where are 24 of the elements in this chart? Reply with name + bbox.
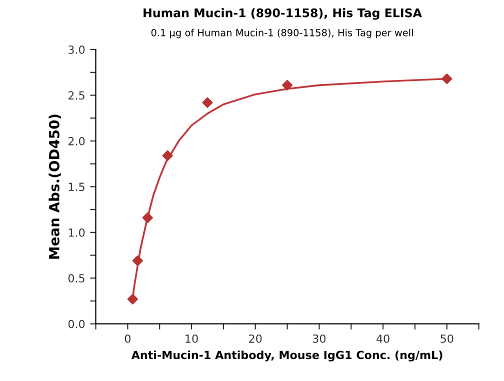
chart-subtitle: 0.1 µg of Human Mucin-1 (890-1158), His Tag per well xyxy=(151,28,413,38)
point xyxy=(127,294,138,304)
point xyxy=(162,150,173,161)
y-axis-title: Mean Abs.(OD450) xyxy=(48,114,62,259)
chart-title: Human Mucin-1 (890-1158), His Tag ELISA xyxy=(144,8,422,20)
point xyxy=(132,255,143,266)
x-axis-title: Anti-Mucin-1 Antibody, Mouse IgG1 Conc. (ng/mL) xyxy=(131,350,442,362)
y-tick-label: 2.0 xyxy=(68,136,85,146)
point xyxy=(282,80,293,90)
y-tick-label: 1.5 xyxy=(68,182,84,192)
y-tick-label: 0.5 xyxy=(68,274,84,283)
x-tick-label: 50 xyxy=(440,334,454,343)
y-tick-label: 3.0 xyxy=(68,46,85,54)
point xyxy=(442,73,452,84)
x-tick-label: 10 xyxy=(186,334,198,343)
y-tick-label: 1.0 xyxy=(68,228,85,237)
point xyxy=(142,212,153,224)
x-tick-label: 20 xyxy=(249,334,262,343)
y-tick-label: 0.0 xyxy=(68,320,85,328)
x-tick-label: 40 xyxy=(376,334,390,343)
y-tick-label: 2.5 xyxy=(68,91,84,100)
x-tick-label: 0 xyxy=(124,334,130,343)
point xyxy=(202,97,213,108)
x-tick-label: 30 xyxy=(312,334,326,343)
